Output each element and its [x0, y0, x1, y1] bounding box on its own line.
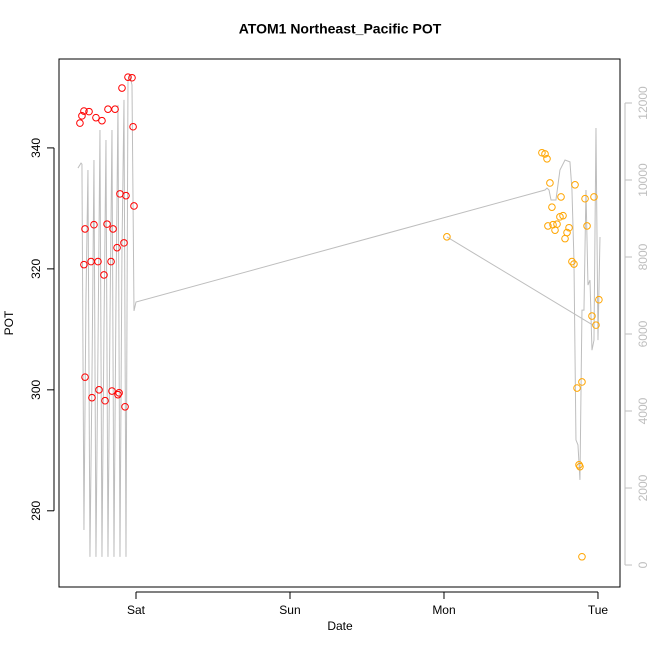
data-point: [90, 220, 98, 229]
data-point: [573, 384, 581, 392]
data-point: [128, 73, 136, 82]
y-tick-label: 280: [29, 500, 43, 520]
data-point: [78, 112, 86, 120]
x-tick-label: Sat: [127, 603, 146, 617]
data-point: [88, 393, 96, 402]
data-point: [129, 122, 137, 131]
data-point: [570, 260, 578, 268]
y-tick-label: 340: [29, 138, 43, 158]
data-point: [111, 105, 119, 113]
data-line: [77, 74, 601, 557]
data-point: [114, 390, 122, 399]
data-point: [76, 119, 84, 127]
y2-tick-label: 6000: [636, 320, 650, 347]
data-point: [100, 271, 108, 279]
data-point: [443, 233, 451, 241]
data-point: [578, 378, 586, 386]
data-point: [130, 202, 138, 210]
data-point: [92, 113, 100, 122]
data-point: [548, 203, 556, 211]
plot-frame: [58, 58, 621, 588]
data-point: [108, 387, 116, 395]
y-tick-label: 300: [29, 379, 43, 399]
data-point: [563, 228, 571, 237]
data-point: [559, 211, 567, 220]
data-point: [98, 116, 106, 125]
data-point: [104, 105, 112, 113]
data-point: [95, 386, 103, 394]
data-point: [592, 321, 600, 329]
data-point: [122, 191, 130, 200]
y-tick-label: 320: [29, 259, 43, 279]
data-point: [557, 193, 565, 201]
data-point: [565, 223, 573, 232]
data-point: [80, 260, 88, 269]
data-point: [583, 222, 591, 230]
y2-tick-label: 2000: [636, 474, 650, 501]
data-point: [588, 312, 596, 320]
data-point: [544, 222, 552, 230]
data-point: [109, 225, 117, 233]
x-tick-label: Sun: [279, 603, 300, 617]
data-point: [546, 179, 554, 187]
data-point: [81, 373, 89, 381]
data-point: [124, 73, 132, 81]
data-point: [571, 181, 579, 189]
data-point: [595, 295, 603, 304]
data-point: [81, 225, 89, 233]
y2-tick-label: 0: [636, 561, 650, 568]
x-tick-label: Tue: [588, 603, 609, 617]
y-axis-label: POT: [2, 310, 16, 335]
data-point: [120, 239, 128, 247]
data-point: [115, 389, 123, 397]
x-axis-label: Date: [327, 619, 353, 633]
y2-tick-label: 4000: [636, 397, 650, 424]
data-point: [113, 243, 121, 252]
y2-tick-label: 12000: [636, 86, 650, 120]
data-point: [549, 220, 557, 229]
x-tick-label: Mon: [432, 603, 455, 617]
data-point: [101, 396, 109, 405]
data-point: [553, 220, 561, 228]
chart-title: ATOM1 Northeast_Pacific POT: [239, 21, 442, 37]
data-point: [541, 150, 549, 158]
data-point: [568, 257, 576, 266]
y2-tick-label: 8000: [636, 243, 650, 270]
data-point: [590, 193, 598, 201]
data-point: [578, 552, 586, 561]
data-point: [118, 84, 126, 92]
data-point: [94, 257, 102, 266]
data-point: [581, 194, 589, 203]
data-point: [543, 154, 551, 163]
data-point: [121, 402, 129, 411]
data-point: [80, 107, 88, 115]
data-point: [103, 220, 111, 228]
data-point: [107, 257, 115, 266]
y2-tick-label: 10000: [636, 163, 650, 197]
data-point: [85, 107, 93, 116]
data-point: [576, 462, 584, 471]
